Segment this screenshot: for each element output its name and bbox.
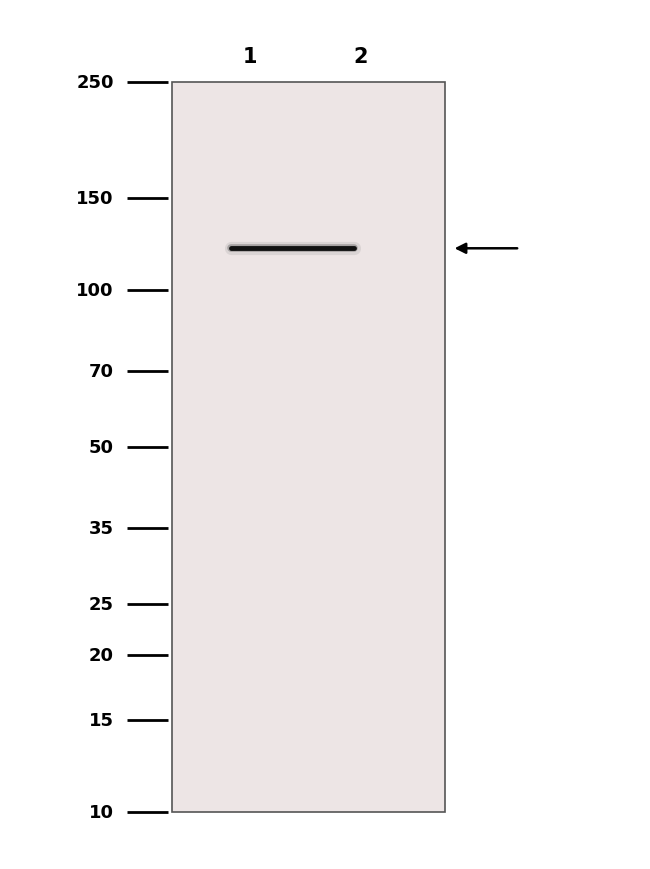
- Text: 10: 10: [89, 804, 114, 821]
- Text: 100: 100: [76, 282, 114, 299]
- Text: 150: 150: [76, 189, 114, 208]
- Text: 250: 250: [76, 74, 114, 91]
- Text: 50: 50: [89, 439, 114, 456]
- Text: 20: 20: [89, 647, 114, 664]
- Text: 35: 35: [89, 520, 114, 537]
- Text: 2: 2: [354, 47, 368, 66]
- Text: 70: 70: [89, 362, 114, 381]
- Text: 15: 15: [89, 712, 114, 730]
- Bar: [172, 83, 445, 813]
- Text: 25: 25: [89, 596, 114, 614]
- Text: 1: 1: [243, 47, 257, 66]
